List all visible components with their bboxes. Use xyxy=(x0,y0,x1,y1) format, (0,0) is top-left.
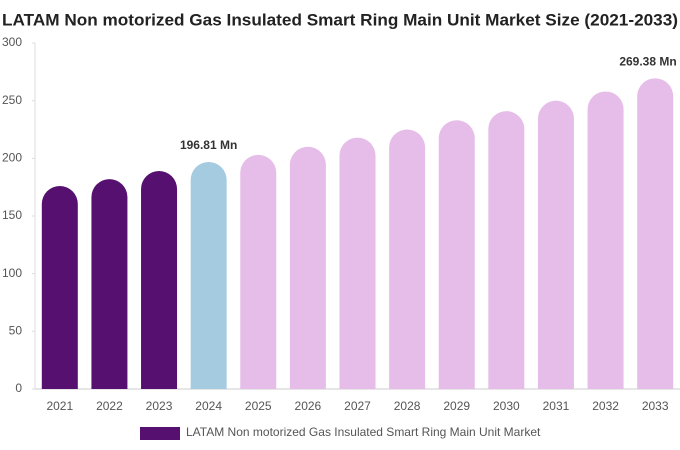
y-tick-label: 250 xyxy=(2,93,22,107)
x-tick-label: 2022 xyxy=(96,399,123,413)
y-tick-label: 50 xyxy=(9,324,23,338)
x-tick-label: 2023 xyxy=(146,399,173,413)
bar xyxy=(91,179,128,389)
bar xyxy=(537,100,574,389)
bar xyxy=(190,162,227,389)
bar xyxy=(587,91,624,390)
bar xyxy=(637,78,674,389)
x-tick-label: 2024 xyxy=(195,399,222,413)
bar xyxy=(438,120,475,390)
chart-title: LATAM Non motorized Gas Insulated Smart … xyxy=(2,10,678,29)
y-tick-label: 0 xyxy=(15,381,22,395)
x-tick-label: 2031 xyxy=(543,399,570,413)
bar xyxy=(240,154,277,389)
x-tick-label: 2028 xyxy=(394,399,421,413)
bar xyxy=(339,137,376,389)
legend-swatch xyxy=(140,427,180,440)
x-tick-label: 2021 xyxy=(46,399,73,413)
bar xyxy=(389,129,426,389)
bar xyxy=(289,146,326,389)
x-tick-label: 2033 xyxy=(642,399,669,413)
bar xyxy=(488,111,525,389)
value-label: 269.38 Mn xyxy=(619,54,676,68)
x-tick-label: 2026 xyxy=(295,399,322,413)
x-tick-label: 2030 xyxy=(493,399,520,413)
y-tick-label: 300 xyxy=(2,35,22,49)
y-tick-label: 200 xyxy=(2,151,22,165)
bar xyxy=(41,186,78,389)
x-tick-label: 2032 xyxy=(592,399,619,413)
value-label: 196.81 Mn xyxy=(180,138,237,152)
y-tick-label: 150 xyxy=(2,208,22,222)
x-tick-label: 2027 xyxy=(344,399,371,413)
x-tick-label: 2029 xyxy=(443,399,470,413)
y-tick-label: 100 xyxy=(2,266,22,280)
bar xyxy=(141,171,178,389)
legend-label: LATAM Non motorized Gas Insulated Smart … xyxy=(186,425,541,439)
x-tick-label: 2025 xyxy=(245,399,272,413)
